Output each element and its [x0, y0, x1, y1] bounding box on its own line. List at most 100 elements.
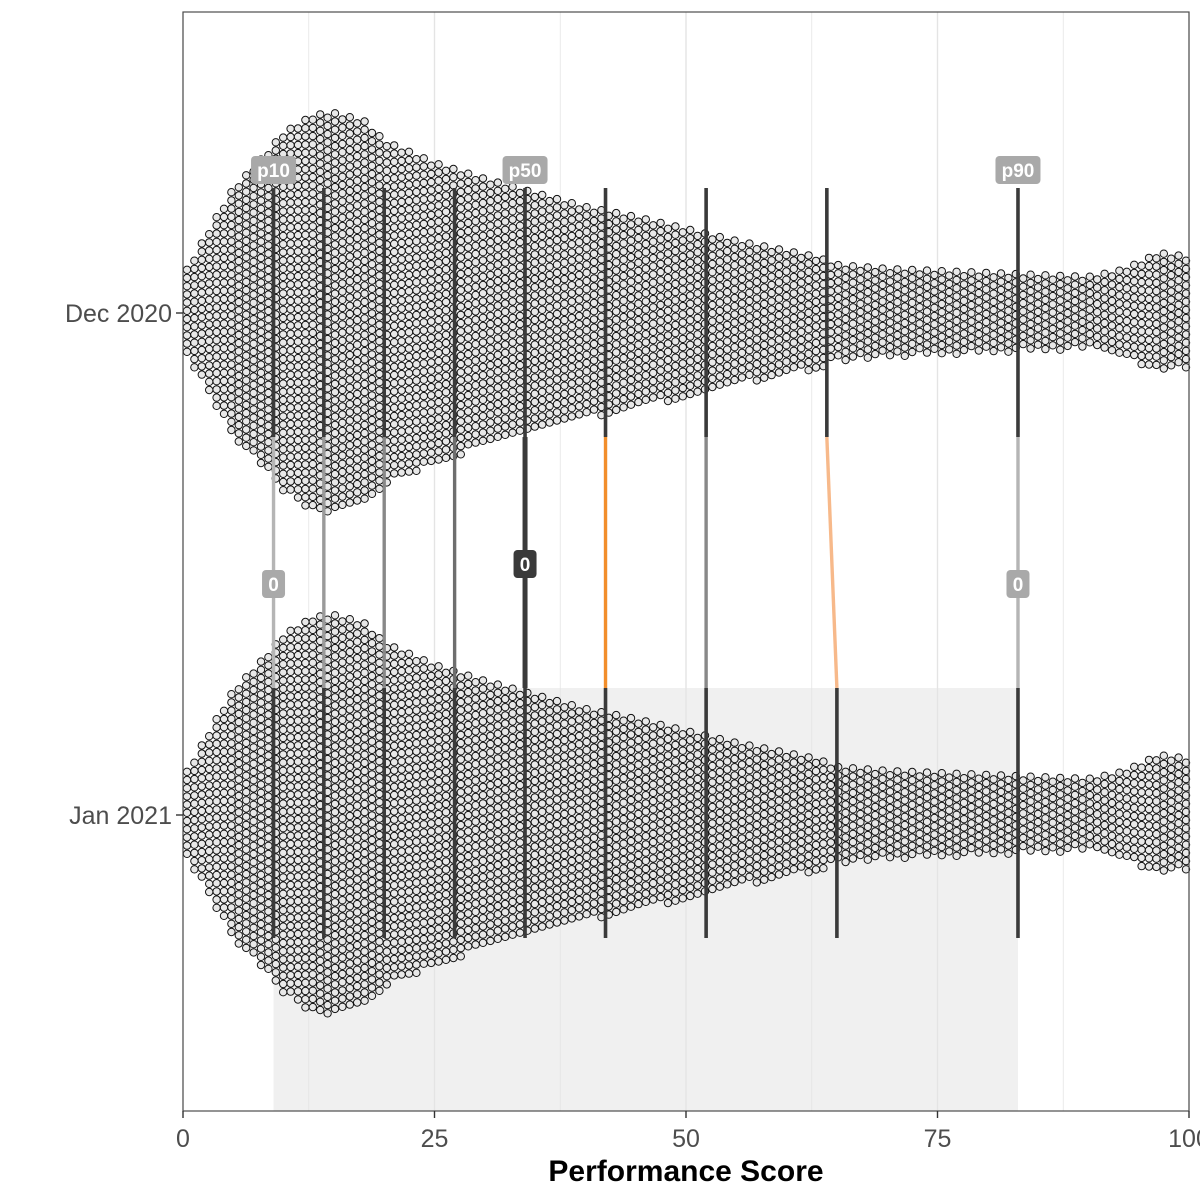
data-point — [641, 346, 650, 355]
data-point — [301, 288, 310, 297]
data-point — [427, 227, 436, 236]
data-point — [723, 296, 732, 305]
data-point — [478, 436, 488, 445]
data-point — [1130, 318, 1139, 327]
data-point — [774, 286, 784, 295]
data-point — [745, 247, 754, 257]
data-point — [471, 331, 480, 341]
data-point — [471, 727, 480, 736]
data-point — [1070, 313, 1080, 322]
data-point — [686, 234, 695, 243]
data-point — [434, 160, 443, 169]
data-point — [464, 210, 473, 219]
data-point — [323, 992, 332, 1002]
data-point — [345, 861, 354, 870]
data-point — [301, 945, 310, 955]
data-point — [530, 744, 539, 753]
data-point — [264, 751, 273, 760]
data-point — [227, 229, 236, 238]
data-point — [234, 404, 244, 413]
data-point — [249, 784, 258, 793]
data-point — [212, 262, 221, 271]
data-point — [996, 293, 1006, 303]
data-point — [301, 732, 310, 741]
data-point — [338, 435, 347, 444]
data-point — [508, 354, 517, 364]
data-point — [293, 954, 303, 963]
data-point — [205, 312, 214, 321]
data-point — [397, 880, 406, 889]
data-point — [501, 826, 510, 835]
data-point — [256, 286, 266, 295]
data-point — [538, 824, 547, 833]
data-point — [471, 307, 480, 316]
data-point — [723, 279, 732, 289]
data-point — [1144, 319, 1154, 328]
data-point — [397, 304, 406, 313]
data-point — [338, 961, 347, 970]
data-point — [1033, 340, 1043, 349]
data-point — [330, 232, 340, 241]
data-point — [227, 862, 236, 871]
data-point — [330, 182, 340, 192]
data-point — [560, 834, 569, 843]
data-point — [464, 284, 473, 293]
data-point — [626, 359, 636, 368]
data-point — [345, 910, 354, 919]
data-point — [678, 318, 687, 327]
data-point — [264, 200, 273, 209]
data-point — [345, 680, 354, 689]
data-point — [412, 425, 421, 434]
data-point — [293, 321, 303, 330]
data-point — [930, 270, 939, 280]
data-point — [345, 844, 354, 853]
data-point — [264, 849, 273, 859]
data-point — [649, 376, 658, 386]
data-point — [649, 221, 658, 230]
data-point — [663, 314, 673, 324]
data-point — [205, 764, 214, 774]
data-point — [338, 279, 347, 288]
data-point — [1048, 316, 1058, 325]
data-point — [308, 871, 317, 881]
data-point — [293, 263, 303, 273]
data-point — [538, 742, 547, 751]
data-point — [427, 432, 436, 441]
data-point — [619, 345, 628, 355]
data-point — [737, 266, 747, 275]
data-point — [478, 297, 488, 306]
data-point — [545, 369, 554, 378]
data-point — [1137, 286, 1146, 295]
data-point — [293, 230, 303, 240]
data-point — [967, 325, 976, 334]
data-point — [982, 285, 991, 294]
data-point — [464, 876, 473, 885]
data-point — [560, 809, 569, 819]
data-point — [434, 662, 443, 671]
data-point — [353, 735, 362, 745]
data-point — [908, 265, 917, 275]
data-point — [308, 402, 317, 411]
data-point — [286, 288, 295, 297]
data-point — [656, 317, 665, 326]
data-point — [538, 783, 547, 792]
data-point — [649, 360, 658, 369]
data-point — [1115, 340, 1124, 349]
data-point — [804, 300, 813, 309]
data-point — [1048, 308, 1058, 317]
data-point — [279, 428, 288, 437]
data-point — [293, 847, 303, 857]
data-point — [286, 272, 295, 281]
data-point — [1033, 283, 1043, 292]
data-point — [190, 783, 199, 792]
data-point — [353, 637, 362, 646]
data-point — [974, 329, 983, 339]
data-point — [360, 816, 369, 825]
data-point — [286, 206, 295, 216]
data-point — [486, 690, 495, 700]
data-point — [545, 797, 554, 806]
data-point — [508, 741, 517, 751]
data-point — [360, 379, 369, 389]
data-point — [404, 805, 414, 814]
data-point — [234, 322, 244, 331]
